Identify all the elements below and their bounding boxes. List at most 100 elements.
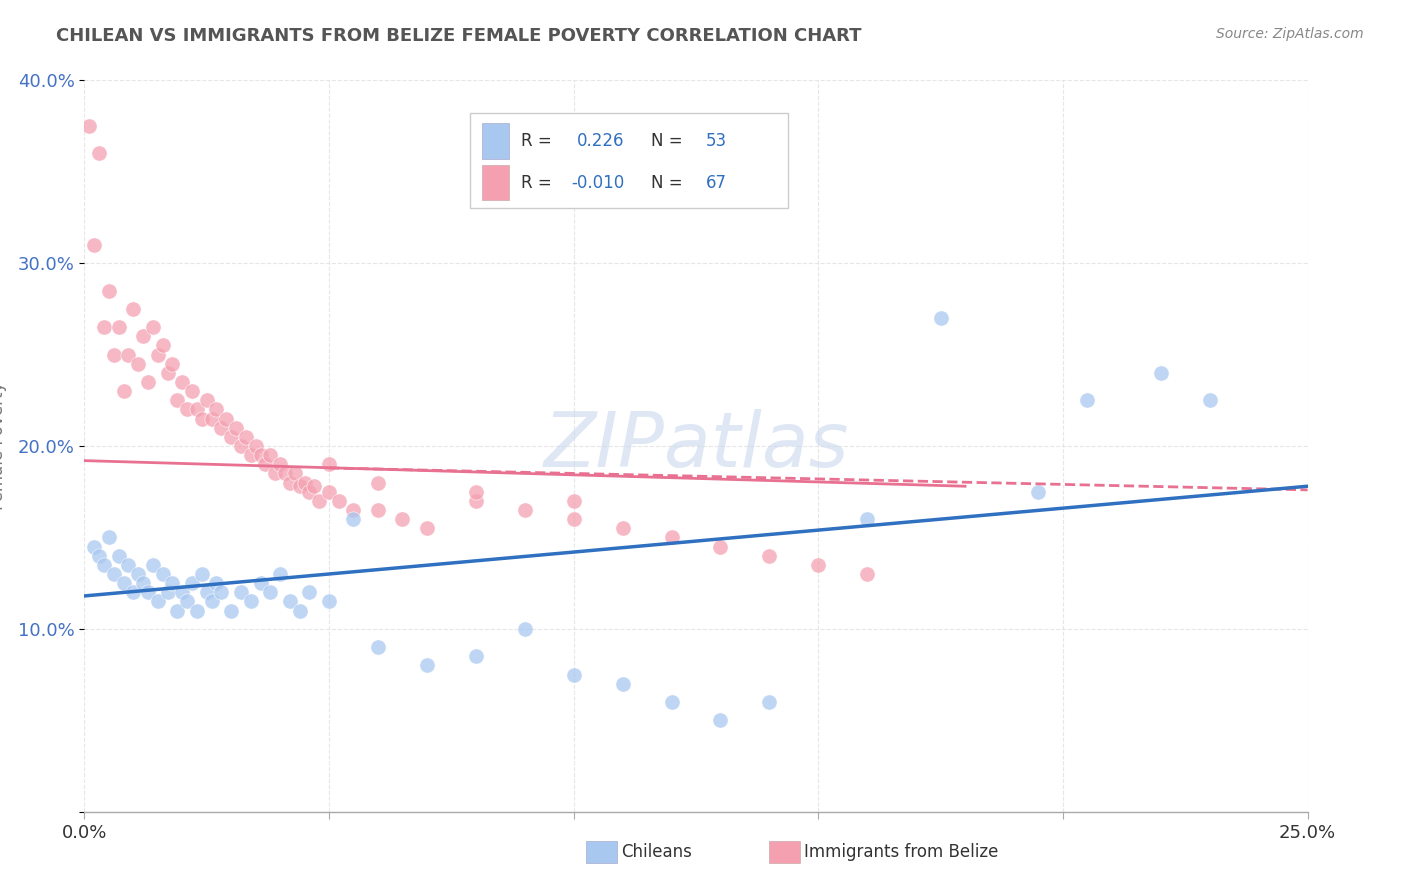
Point: [136, 375, 159, 389]
Point: [245, 439, 267, 453]
FancyBboxPatch shape: [470, 113, 787, 209]
Point: [318, 484, 340, 499]
Point: [205, 402, 228, 417]
Point: [308, 494, 330, 508]
Point: [856, 567, 879, 582]
Point: [229, 585, 252, 599]
Text: Chileans: Chileans: [621, 843, 692, 861]
Point: [562, 512, 585, 526]
Point: [152, 338, 174, 352]
Bar: [482, 123, 509, 159]
Point: [1150, 366, 1173, 380]
Point: [259, 585, 281, 599]
Point: [142, 320, 165, 334]
Point: [215, 411, 238, 425]
Point: [77, 119, 100, 133]
Bar: [482, 165, 509, 200]
Point: [328, 494, 350, 508]
Point: [856, 512, 879, 526]
Text: -0.010: -0.010: [571, 174, 624, 192]
Point: [205, 576, 228, 591]
Point: [195, 393, 218, 408]
Point: [464, 494, 486, 508]
Point: [181, 576, 204, 591]
Point: [278, 594, 301, 608]
Point: [1076, 393, 1098, 408]
Point: [298, 484, 321, 499]
Point: [93, 320, 115, 334]
Point: [146, 594, 169, 608]
Point: [758, 695, 780, 709]
Text: Immigrants from Belize: Immigrants from Belize: [804, 843, 998, 861]
Text: N =: N =: [651, 174, 688, 192]
Point: [103, 347, 125, 362]
Point: [758, 549, 780, 563]
Point: [219, 430, 242, 444]
Point: [146, 347, 169, 362]
Point: [117, 558, 139, 572]
Point: [112, 576, 135, 591]
Point: [172, 375, 194, 389]
Point: [342, 503, 364, 517]
Point: [709, 714, 731, 728]
Point: [278, 475, 301, 490]
Point: [249, 576, 271, 591]
Point: [219, 603, 242, 617]
Text: ZIPatlas: ZIPatlas: [543, 409, 849, 483]
Point: [239, 594, 262, 608]
Text: R =: R =: [522, 174, 557, 192]
Point: [464, 649, 486, 664]
Point: [162, 357, 184, 371]
Text: 67: 67: [706, 174, 727, 192]
Point: [367, 503, 389, 517]
Point: [235, 430, 257, 444]
Point: [107, 320, 129, 334]
Point: [122, 301, 145, 316]
Point: [181, 384, 204, 398]
Point: [166, 603, 188, 617]
Point: [107, 549, 129, 563]
Point: [87, 146, 110, 161]
Point: [284, 467, 307, 481]
Point: [152, 567, 174, 582]
Point: [1198, 393, 1220, 408]
Point: [142, 558, 165, 572]
Point: [132, 576, 155, 591]
Point: [416, 521, 439, 535]
Point: [249, 448, 271, 462]
Point: [288, 603, 311, 617]
Point: [367, 475, 389, 490]
Point: [254, 457, 277, 471]
Point: [83, 238, 105, 252]
Point: [612, 676, 634, 690]
Point: [225, 421, 247, 435]
Point: [298, 585, 321, 599]
Point: [1028, 484, 1050, 499]
Point: [318, 457, 340, 471]
Point: [513, 622, 536, 636]
Point: [807, 558, 830, 572]
Point: [191, 411, 214, 425]
Point: [274, 467, 297, 481]
Point: [464, 484, 486, 499]
Y-axis label: Female Poverty: Female Poverty: [0, 382, 7, 510]
Point: [172, 585, 194, 599]
Text: 0.226: 0.226: [578, 132, 624, 150]
Point: [195, 585, 218, 599]
Point: [186, 402, 208, 417]
Point: [612, 521, 634, 535]
Point: [122, 585, 145, 599]
Point: [83, 540, 105, 554]
Point: [209, 585, 232, 599]
Point: [200, 594, 222, 608]
Point: [709, 540, 731, 554]
Point: [117, 347, 139, 362]
Point: [318, 594, 340, 608]
Point: [127, 567, 149, 582]
Point: [661, 695, 683, 709]
Point: [166, 393, 188, 408]
Point: [264, 467, 287, 481]
Point: [342, 512, 364, 526]
Point: [186, 603, 208, 617]
Point: [294, 475, 316, 490]
